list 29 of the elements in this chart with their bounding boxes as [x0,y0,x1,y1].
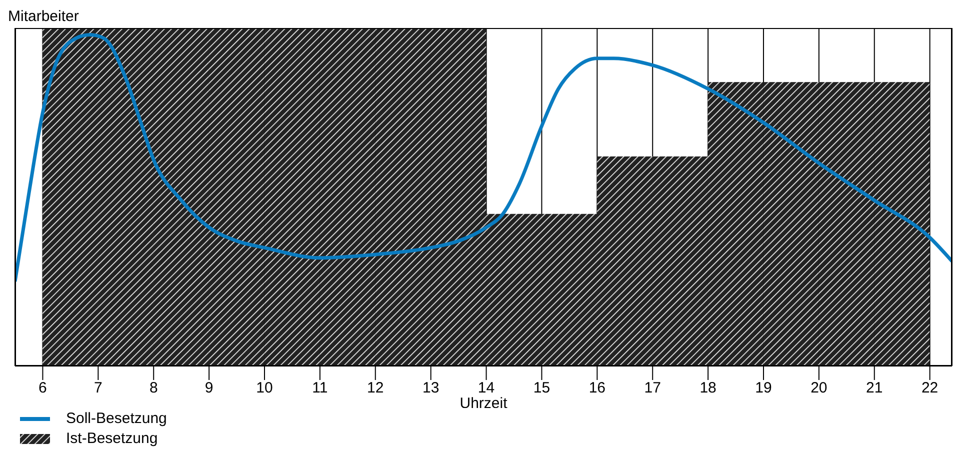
bar [708,82,764,366]
x-tick-label: 19 [755,380,772,397]
x-tick-label: 14 [478,380,495,397]
bar [652,156,708,366]
bar [486,214,542,366]
x-tick-label: 8 [149,380,158,397]
x-tick-label: 7 [94,380,102,397]
x-tick-label: 21 [866,380,883,397]
x-tick-label: 13 [422,380,440,397]
x-tick-label: 6 [38,380,47,397]
y-axis-title: Mitarbeiter [8,8,79,25]
x-tick-label: 22 [921,380,938,397]
x-tick-label: 10 [256,380,273,397]
x-tick-label: 16 [588,380,606,397]
legend-label: Ist-Besetzung [66,430,158,447]
bar [818,82,874,366]
x-axis-title: Uhrzeit [460,395,508,412]
x-tick-label: 15 [533,380,550,397]
x-tick-label: 12 [367,380,384,397]
x-tick-label: 11 [312,380,328,397]
bar [874,82,930,366]
x-tick-label: 20 [810,380,828,397]
bar [763,82,819,366]
bar [542,214,597,366]
x-tick-label: 9 [204,380,214,397]
x-tick-label: 17 [644,380,661,397]
legend-label: Soll-Besetzung [66,410,167,427]
bar [596,156,652,366]
x-tick-label: 18 [700,380,716,397]
